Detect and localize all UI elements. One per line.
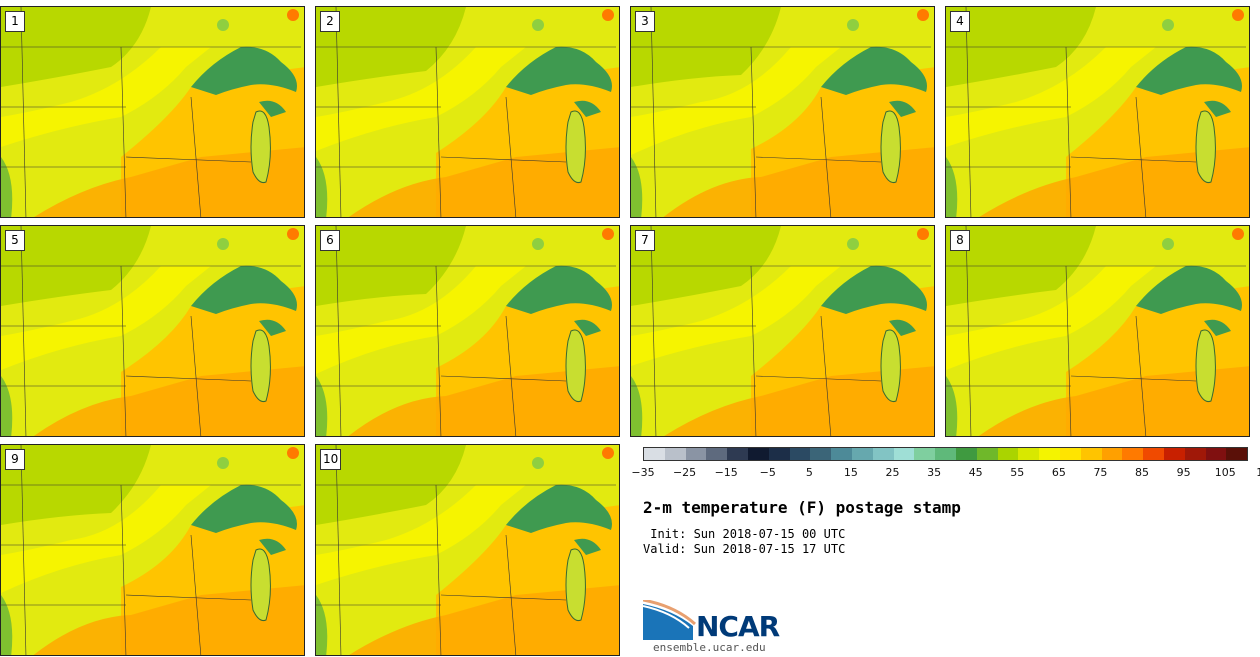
colorbar-tick-label: 65: [1051, 466, 1066, 479]
map-panel-9: 9: [0, 444, 305, 656]
colorbar-cell: [644, 448, 665, 460]
panel-number: 1: [5, 11, 25, 32]
map-panel-7: 7: [630, 225, 935, 437]
panel-number: 2: [320, 11, 340, 32]
colorbar-cell: [1101, 448, 1123, 460]
panel-number: 10: [320, 449, 342, 470]
colorbar-cell: [1039, 448, 1060, 460]
colorbar-tick-label: −25: [672, 466, 697, 479]
colorbar-cell: [1122, 448, 1144, 460]
temperature-map: [631, 7, 934, 217]
colorbar: [643, 447, 1248, 461]
panel-number: 3: [635, 11, 655, 32]
colorbar-cell: [1059, 448, 1081, 460]
colorbar-tick-label: 25: [885, 466, 900, 479]
colorbar-cell: [1226, 448, 1248, 460]
colorbar-tick-label: 75: [1093, 466, 1108, 479]
map-panel-6: 6: [315, 225, 620, 437]
map-panel-5: 5: [0, 225, 305, 437]
colorbar-cell: [768, 448, 790, 460]
colorbar-cell: [997, 448, 1019, 460]
colorbar-tick-label: 15: [843, 466, 858, 479]
temperature-map: [316, 7, 619, 217]
plot-title: 2-m temperature (F) postage stamp: [643, 498, 961, 517]
panel-number: 4: [950, 11, 970, 32]
valid-time: Valid: Sun 2018-07-15 17 UTC: [643, 542, 846, 556]
temperature-map: [316, 226, 619, 436]
temperature-map: [1, 445, 304, 655]
panel-number: 8: [950, 230, 970, 251]
colorbar-cell: [706, 448, 728, 460]
ncar-logo-icon: [643, 600, 697, 640]
colorbar-cell: [1184, 448, 1206, 460]
temperature-map: [1, 226, 304, 436]
colorbar-cell: [747, 448, 769, 460]
colorbar-tick-label: 85: [1135, 466, 1150, 479]
map-panel-3: 3: [630, 6, 935, 218]
colorbar-cell: [872, 448, 894, 460]
colorbar-cell: [1163, 448, 1185, 460]
map-panel-2: 2: [315, 6, 620, 218]
colorbar-tick-label: 105: [1214, 466, 1236, 479]
colorbar-tick-label: 55: [1010, 466, 1025, 479]
colorbar-cell: [893, 448, 915, 460]
colorbar-cell: [1205, 448, 1227, 460]
colorbar-tick-label: 115: [1256, 466, 1260, 479]
colorbar-tick-label: −15: [714, 466, 738, 479]
map-panel-1: 1: [0, 6, 305, 218]
colorbar-tick-label: 45: [968, 466, 983, 479]
colorbar-cell: [935, 448, 956, 460]
colorbar-tick-label: −35: [631, 466, 655, 479]
logo-text: NCAR: [696, 610, 780, 643]
colorbar-tick-label: 5: [805, 466, 813, 479]
map-panel-10: 10: [315, 444, 620, 656]
colorbar-tick-label: 35: [927, 466, 942, 479]
colorbar-tick-label: 95: [1176, 466, 1191, 479]
colorbar-cell: [727, 448, 748, 460]
init-time: Init: Sun 2018-07-15 00 UTC: [643, 527, 846, 541]
colorbar-cell: [851, 448, 873, 460]
colorbar-cell: [831, 448, 852, 460]
logo-url: ensemble.ucar.edu: [653, 641, 766, 654]
temperature-map: [946, 226, 1249, 436]
colorbar-cell: [1018, 448, 1040, 460]
panel-number: 6: [320, 230, 340, 251]
colorbar-cell: [810, 448, 832, 460]
temperature-map: [316, 445, 619, 655]
temperature-map: [631, 226, 934, 436]
map-panel-8: 8: [945, 225, 1250, 437]
colorbar-cell: [685, 448, 707, 460]
panel-number: 7: [635, 230, 655, 251]
map-panel-4: 4: [945, 6, 1250, 218]
panel-number: 9: [5, 449, 25, 470]
panel-number: 5: [5, 230, 25, 251]
colorbar-cell: [1143, 448, 1164, 460]
temperature-map: [946, 7, 1249, 217]
colorbar-tick-label: −5: [759, 466, 776, 479]
colorbar-cell: [976, 448, 998, 460]
temperature-map: [1, 7, 304, 217]
colorbar-cell: [1080, 448, 1102, 460]
colorbar-cell: [789, 448, 811, 460]
colorbar-cell: [664, 448, 686, 460]
colorbar-cell: [914, 448, 936, 460]
colorbar-ticks: −35 −25 −15 −5 5 15 25 35 45 55 65 75 85 95 105 115: [631, 466, 1260, 482]
colorbar-cell: [955, 448, 977, 460]
